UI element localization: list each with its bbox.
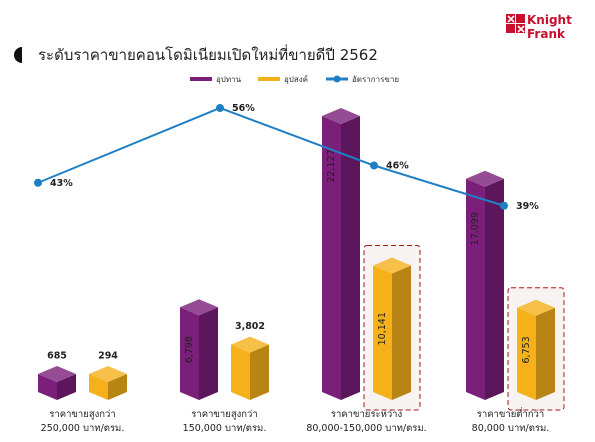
category-labels: ราคาขายสูงกว่า 250,000 บาท/ตรม. ราคาขายสูง… bbox=[41, 407, 550, 434]
logo-square-2 bbox=[506, 24, 515, 33]
rate-point-0 bbox=[34, 178, 42, 187]
rate-point-1 bbox=[216, 104, 224, 112]
supply-value-label-0: 685 bbox=[47, 351, 67, 362]
rate-label-0: 43% bbox=[50, 178, 73, 189]
legend-label: อุปทาน bbox=[216, 75, 242, 84]
rate-line-path bbox=[37, 106, 505, 207]
supply-bar-1 bbox=[180, 299, 218, 400]
supply-bar-2 bbox=[322, 108, 360, 400]
brand-line-2: Frank bbox=[527, 27, 566, 41]
rate-line: 43% 56% 46% 39% bbox=[34, 103, 539, 212]
brand-logo: Knight Frank bbox=[506, 13, 572, 41]
legend-swatch-dot bbox=[333, 75, 341, 83]
logo-square-1 bbox=[516, 14, 525, 23]
bars: 685 294 6,798 3,802 22,127 10,141 17,099 6,753 bbox=[38, 108, 555, 400]
demand-value-label-1: 3,802 bbox=[235, 321, 265, 332]
title-half-circle-icon bbox=[14, 47, 22, 63]
supply-bar-0 bbox=[38, 366, 76, 400]
demand-bar-0 bbox=[89, 366, 127, 400]
rate-label-2: 46% bbox=[386, 161, 409, 172]
demand-bar-3 bbox=[517, 299, 555, 400]
logo-cross bbox=[507, 15, 525, 33]
legend-swatch bbox=[258, 77, 280, 81]
demand-value-label-3: 6,753 bbox=[521, 336, 532, 363]
legend: อุปทาน อุปสงค์ อัตราการขาย bbox=[190, 74, 399, 84]
chart-title: ระดับราคาขายคอนโดมิเนียมเปิดใหม่ที่ขายดี… bbox=[14, 44, 378, 64]
knight-frank-logo-icon bbox=[506, 14, 525, 33]
demand-value-label-0: 294 bbox=[98, 351, 118, 362]
category-label-line1-3: ราคาขายต่ำกว่า bbox=[477, 407, 544, 420]
demand-value-label-2: 10,141 bbox=[377, 312, 388, 345]
category-label-line1-1: ราคาขายสูงกว่า bbox=[191, 409, 257, 420]
legend-label: อุปสงค์ bbox=[284, 74, 308, 84]
legend-label: อัตราการขาย bbox=[352, 75, 399, 84]
rate-point-3 bbox=[500, 201, 508, 210]
demand-bar-2 bbox=[373, 257, 411, 400]
legend-item-2: อัตราการขาย bbox=[326, 75, 399, 84]
supply-value-label-1: 6,798 bbox=[184, 336, 195, 363]
category-label-line1-2: ราคาขายระหว่าง bbox=[331, 409, 402, 420]
category-label-line2-0: 250,000 บาท/ตรม. bbox=[41, 423, 125, 434]
demand-bar-1 bbox=[231, 336, 269, 400]
category-label-line2-1: 150,000 บาท/ตรม. bbox=[183, 423, 267, 434]
supply-value-label-3: 17,099 bbox=[470, 212, 481, 245]
category-label-line1-0: ราคาขายสูงกว่า bbox=[49, 409, 115, 420]
brand-line-1: Knight bbox=[527, 13, 572, 27]
legend-item-0: อุปทาน bbox=[190, 75, 242, 84]
category-label-line2-2: 80,000-150,000 บาท/ตรม. bbox=[306, 423, 426, 434]
rate-point-2 bbox=[370, 161, 378, 170]
supply-bar-3 bbox=[466, 170, 504, 400]
chart-title-text: ระดับราคาขายคอนโดมิเนียมเปิดใหม่ที่ขายดี… bbox=[38, 44, 378, 64]
rate-label-3: 39% bbox=[516, 201, 539, 212]
category-label-line2-3: 80,000 บาท/ตรม. bbox=[472, 423, 550, 434]
legend-item-1: อุปสงค์ bbox=[258, 74, 308, 84]
legend-swatch bbox=[190, 77, 212, 81]
rate-label-1: 56% bbox=[232, 103, 255, 114]
supply-value-label-2: 22,127 bbox=[326, 149, 337, 182]
